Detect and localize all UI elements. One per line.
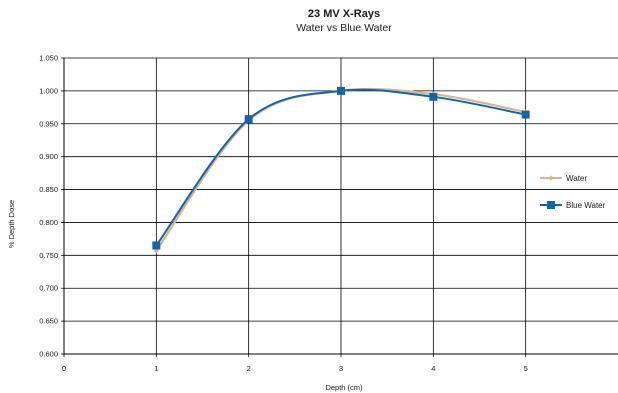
y-tick-label: 0.750 xyxy=(39,251,58,260)
legend-swatch-marker xyxy=(547,201,555,209)
y-tick-label: 0.700 xyxy=(39,284,58,293)
x-tick-label: 2 xyxy=(247,364,251,373)
series-blue-water xyxy=(152,86,530,250)
series-line xyxy=(155,88,526,247)
x-axis-label: Depth (cm) xyxy=(325,383,363,392)
x-tick-label: 3 xyxy=(339,364,343,373)
y-tick-label: 0.900 xyxy=(39,152,58,161)
series-layer xyxy=(152,86,530,254)
x-tick-label: 4 xyxy=(431,364,435,373)
y-tick-label: 0.850 xyxy=(39,185,58,194)
data-point xyxy=(521,110,530,119)
legend-item: Blue Water xyxy=(540,201,606,210)
gridlines xyxy=(64,57,618,355)
y-tick-label: 1.050 xyxy=(39,54,58,63)
x-tick-labels: 0 1 2 3 4 5 xyxy=(62,364,528,373)
y-tick-label: 1.000 xyxy=(39,86,58,95)
legend-label: Blue Water xyxy=(566,201,606,210)
y-tick-labels: 0.600 0.650 0.700 0.750 0.800 0.850 0.900 0.950… xyxy=(39,54,58,359)
x-tick-label: 5 xyxy=(524,364,528,373)
data-point xyxy=(152,241,161,250)
data-point xyxy=(429,92,438,101)
y-tick-label: 0.950 xyxy=(39,119,58,128)
legend-item: Water xyxy=(540,174,587,183)
legend: Water Blue Water xyxy=(540,174,606,210)
chart-subtitle: Water vs Blue Water xyxy=(296,22,392,34)
axes xyxy=(61,57,618,357)
legend-label: Water xyxy=(566,174,587,183)
chart-title: 23 MV X-Rays xyxy=(308,8,380,20)
data-point xyxy=(337,86,345,95)
data-point xyxy=(244,115,253,124)
y-tick-label: 0.800 xyxy=(39,218,58,227)
y-tick-label: 0.650 xyxy=(39,317,58,326)
y-tick-label: 0.600 xyxy=(39,350,58,359)
legend-swatch-marker xyxy=(548,175,554,181)
y-axis-label: % Depth Dose xyxy=(7,200,16,248)
x-tick-label: 1 xyxy=(154,364,158,373)
x-tick-label: 0 xyxy=(62,364,66,373)
